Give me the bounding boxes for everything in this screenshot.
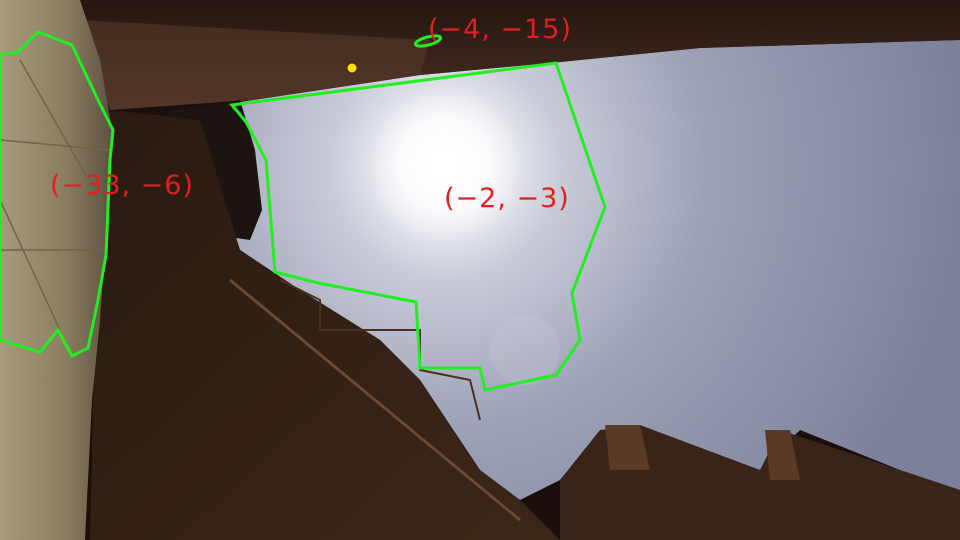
roof-right: [560, 425, 960, 540]
chimney-right-1: [605, 425, 650, 470]
stair-steps: [279, 279, 481, 421]
label-small: (−4, −15): [428, 14, 573, 45]
wall-cracks: [0, 59, 111, 331]
stair-rail: [229, 278, 521, 522]
left-wall: [0, 0, 112, 540]
marker-dot: [347, 63, 357, 73]
region-outline-small: [413, 34, 443, 48]
region-outline-left-wall: [0, 30, 115, 358]
staircase: [90, 110, 560, 540]
sun-glare: [365, 85, 525, 245]
lens-flare: [490, 315, 560, 385]
label-left-wall: (−33, −6): [50, 170, 195, 201]
region-outline-sky: [229, 61, 607, 392]
label-sky: (−2, −3): [444, 183, 570, 214]
chimney-right-2: [765, 430, 800, 480]
roof-underside: [80, 20, 430, 110]
